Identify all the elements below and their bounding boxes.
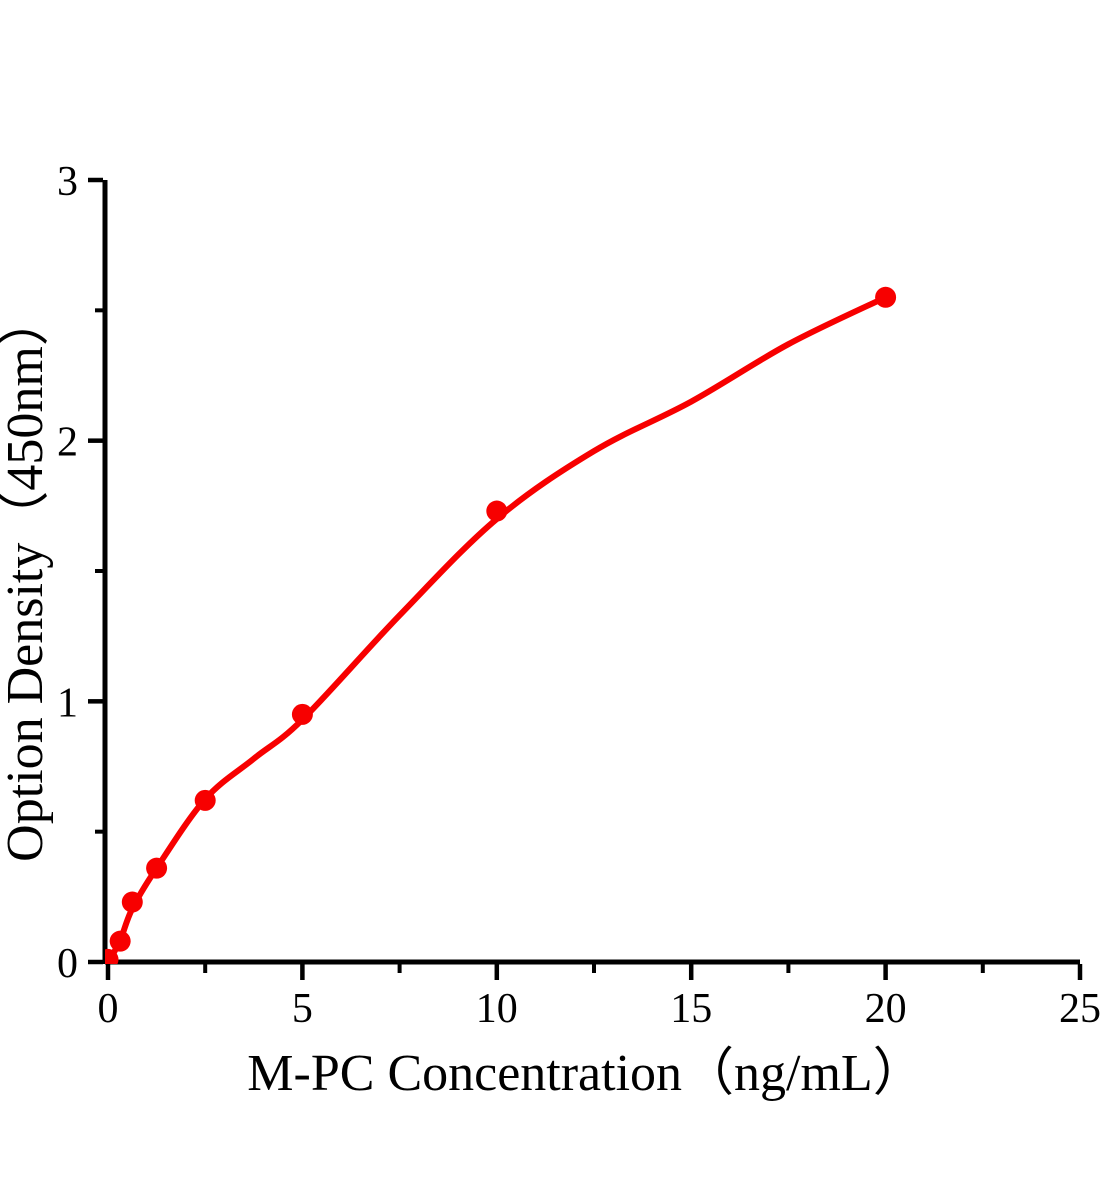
tick-marks bbox=[88, 177, 1083, 980]
y-tick-label: 3 bbox=[57, 159, 78, 205]
data-point bbox=[291, 703, 313, 725]
data-point bbox=[194, 789, 216, 811]
y-axis-title: Option Density（450nm） bbox=[0, 294, 54, 862]
x-tick-label: 15 bbox=[670, 986, 712, 1032]
data-point bbox=[109, 930, 131, 952]
data-point bbox=[146, 857, 168, 879]
x-tick-label: 0 bbox=[98, 986, 119, 1032]
y-tick-label: 1 bbox=[57, 680, 78, 726]
y-tick-label: 0 bbox=[57, 941, 78, 987]
x-axis-title: M-PC Concentration（ng/mL） bbox=[247, 1045, 924, 1102]
x-tick-label: 5 bbox=[292, 986, 313, 1032]
data-point bbox=[486, 500, 508, 522]
axes bbox=[102, 180, 1080, 965]
y-tick-label: 2 bbox=[57, 420, 78, 466]
series-layer bbox=[105, 286, 897, 964]
data-point bbox=[875, 286, 897, 308]
x-tick-label: 20 bbox=[865, 986, 907, 1032]
fit-curve bbox=[106, 294, 889, 963]
data-point bbox=[121, 891, 143, 913]
x-tick-label: 25 bbox=[1059, 986, 1101, 1032]
data-point bbox=[105, 948, 119, 964]
x-tick-label: 10 bbox=[476, 986, 518, 1032]
tick-labels: 0 5 10 15 20 25 0 1 2 3 bbox=[57, 159, 1101, 1032]
